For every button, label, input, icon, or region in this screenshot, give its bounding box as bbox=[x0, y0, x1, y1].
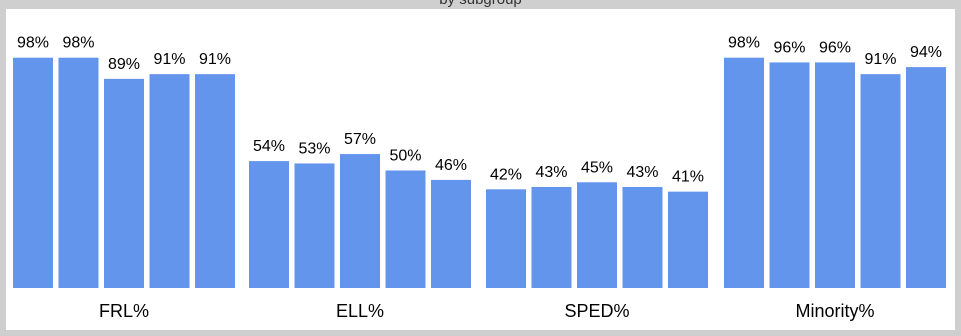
bar-frl-4 bbox=[149, 74, 190, 289]
bar-ell-3 bbox=[340, 154, 380, 288]
bar-minority-2 bbox=[769, 62, 810, 289]
bar-ell-1 bbox=[249, 161, 289, 288]
bar-sped-3 bbox=[577, 182, 617, 288]
bar-sped-2 bbox=[531, 186, 572, 288]
data-label: 46% bbox=[435, 157, 467, 174]
bar-frl-2 bbox=[58, 57, 99, 289]
bar-minority-4 bbox=[860, 74, 901, 289]
data-label: 45% bbox=[581, 159, 613, 176]
data-label: 54% bbox=[253, 138, 285, 155]
bar-frl-3 bbox=[104, 78, 144, 288]
category-label: Minority% bbox=[795, 301, 874, 321]
bar-minority-5 bbox=[906, 67, 946, 288]
data-label: 94% bbox=[910, 44, 942, 61]
data-label: 57% bbox=[344, 131, 376, 148]
chart-title: by subgroup bbox=[0, 0, 961, 8]
data-label: 98% bbox=[62, 35, 94, 52]
bar-minority-3 bbox=[815, 62, 855, 289]
data-label: 42% bbox=[490, 166, 522, 183]
bar-ell-4 bbox=[385, 170, 426, 288]
data-label: 41% bbox=[672, 169, 704, 186]
data-label: 91% bbox=[153, 51, 185, 68]
category-label: FRL% bbox=[99, 301, 149, 321]
category-label: ELL% bbox=[336, 301, 384, 321]
bar-frl-1 bbox=[13, 57, 53, 289]
data-label: 89% bbox=[108, 56, 140, 73]
bar-sped-5 bbox=[668, 191, 708, 288]
bar-sped-1 bbox=[486, 189, 526, 288]
data-label: 91% bbox=[864, 51, 896, 68]
data-label: 91% bbox=[199, 51, 231, 68]
data-label: 43% bbox=[535, 164, 567, 181]
data-label: 96% bbox=[819, 39, 851, 56]
bar-ell-5 bbox=[431, 179, 471, 288]
data-label: 53% bbox=[298, 140, 330, 157]
data-label: 98% bbox=[17, 35, 49, 52]
bar-ell-2 bbox=[294, 163, 335, 288]
chart-title-strip: by subgroup bbox=[0, 0, 961, 9]
bar-frl-5 bbox=[195, 74, 235, 289]
category-label: SPED% bbox=[564, 301, 629, 321]
bar-sped-4 bbox=[622, 186, 663, 288]
data-label: 96% bbox=[773, 39, 805, 56]
data-label: 43% bbox=[626, 164, 658, 181]
bar-minority-1 bbox=[724, 57, 764, 289]
data-label: 98% bbox=[728, 35, 760, 52]
data-label: 50% bbox=[389, 148, 421, 165]
